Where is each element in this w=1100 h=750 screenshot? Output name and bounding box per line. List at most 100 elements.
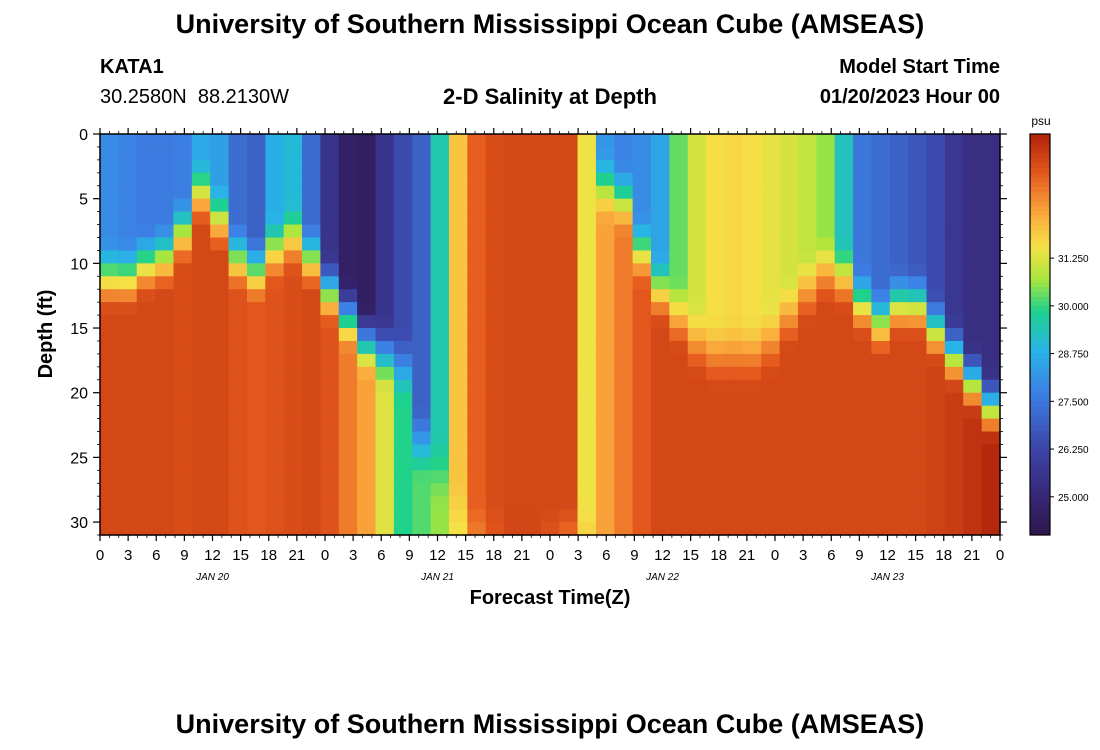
heatmap-cell <box>853 353 873 368</box>
x-tick-label: 6 <box>827 547 835 564</box>
heatmap-cell <box>651 496 670 510</box>
heatmap-cell <box>761 483 781 497</box>
heatmap-cell <box>632 392 652 407</box>
heatmap-cell <box>724 185 744 200</box>
heatmap-cell <box>981 250 1001 264</box>
heatmap-cell <box>559 185 579 200</box>
heatmap-cell <box>302 405 322 420</box>
heatmap-cell <box>669 366 689 381</box>
heatmap-cell <box>797 276 817 290</box>
heatmap-cell <box>246 431 266 446</box>
heatmap-cell <box>246 496 266 510</box>
heatmap-cell <box>136 263 156 277</box>
heatmap-cell <box>100 340 119 355</box>
colorbar-segment <box>1030 181 1050 188</box>
heatmap-cell <box>706 457 726 471</box>
heatmap-cell <box>118 483 138 497</box>
colorbar-segment <box>1030 200 1050 207</box>
heatmap-cell <box>779 509 799 523</box>
heatmap-cell <box>430 470 450 484</box>
heatmap-cell <box>963 496 983 510</box>
heatmap-cell <box>797 483 817 497</box>
heatmap-cell <box>393 211 413 226</box>
heatmap-cell <box>320 211 340 226</box>
heatmap-cell <box>173 250 193 264</box>
heatmap-cell <box>908 315 928 329</box>
heatmap-cell <box>155 340 175 355</box>
heatmap-cell <box>265 263 285 277</box>
heatmap-cell <box>504 509 524 523</box>
heatmap-cell <box>485 444 505 458</box>
heatmap-cell <box>724 289 744 303</box>
heatmap-cell <box>265 353 285 368</box>
heatmap-cell <box>100 134 119 148</box>
colorbar-segment <box>1030 401 1050 407</box>
colorbar-segment <box>1030 324 1050 331</box>
heatmap-cell <box>724 392 744 407</box>
heatmap-cell <box>632 302 652 316</box>
heatmap-cell <box>779 405 799 420</box>
heatmap-cell <box>687 340 707 355</box>
heatmap-cell <box>246 172 266 187</box>
heatmap-cell <box>595 470 615 484</box>
heatmap-cell <box>100 302 119 316</box>
heatmap-cell <box>724 328 744 342</box>
heatmap-cell <box>706 237 726 252</box>
heatmap-cell <box>191 146 211 161</box>
heatmap-cell <box>540 328 560 342</box>
colorbar-segment <box>1030 253 1050 259</box>
heatmap-cell <box>632 328 652 342</box>
heatmap-cell <box>228 289 248 303</box>
heatmap-cell <box>265 276 285 290</box>
heatmap-cell <box>779 211 799 226</box>
heatmap-cell <box>448 263 468 277</box>
heatmap-cell <box>889 263 909 277</box>
heatmap-cell <box>228 185 248 200</box>
heatmap-cell <box>889 315 909 329</box>
heatmap-cell <box>706 392 726 407</box>
heatmap-cell <box>871 353 891 368</box>
heatmap-cell <box>283 418 303 433</box>
colorbar-segment <box>1030 329 1050 335</box>
heatmap-cell <box>669 522 689 536</box>
heatmap-cell <box>614 431 634 446</box>
heatmap-cell <box>944 470 964 484</box>
heatmap-cell <box>100 457 119 471</box>
heatmap-cell <box>779 340 799 355</box>
heatmap-cell <box>834 444 854 458</box>
heatmap-cell <box>393 146 413 161</box>
heatmap-cell <box>724 237 744 252</box>
heatmap-cell <box>834 405 854 420</box>
heatmap-cell <box>338 483 358 497</box>
heatmap-cell <box>871 392 891 407</box>
heatmap-cell <box>632 470 652 484</box>
heatmap-cell <box>228 340 248 355</box>
heatmap-cell <box>191 379 211 394</box>
heatmap-cell <box>357 483 377 497</box>
heatmap-cell <box>136 366 156 381</box>
heatmap-cell <box>430 353 450 368</box>
colorbar-segment <box>1030 281 1050 288</box>
heatmap-cell <box>430 302 450 316</box>
heatmap-cell <box>467 134 487 148</box>
heatmap-cell <box>357 470 377 484</box>
heatmap-cell <box>100 366 119 381</box>
heatmap-cell <box>522 289 542 303</box>
heatmap-cell <box>467 431 487 446</box>
heatmap-cell <box>834 159 854 174</box>
heatmap-cell <box>816 509 836 523</box>
heatmap-cell <box>632 198 652 213</box>
heatmap-cell <box>338 496 358 510</box>
heatmap-cell <box>779 470 799 484</box>
heatmap-cell <box>797 198 817 213</box>
heatmap-cell <box>706 483 726 497</box>
heatmap-cell <box>430 509 450 523</box>
heatmap-cell <box>761 237 781 252</box>
heatmap-cell <box>357 444 377 458</box>
heatmap-cell <box>467 457 487 471</box>
heatmap-cell <box>908 496 928 510</box>
heatmap-cell <box>926 431 946 446</box>
heatmap-cell <box>889 431 909 446</box>
heatmap-cell <box>522 328 542 342</box>
heatmap-cell <box>430 315 450 329</box>
